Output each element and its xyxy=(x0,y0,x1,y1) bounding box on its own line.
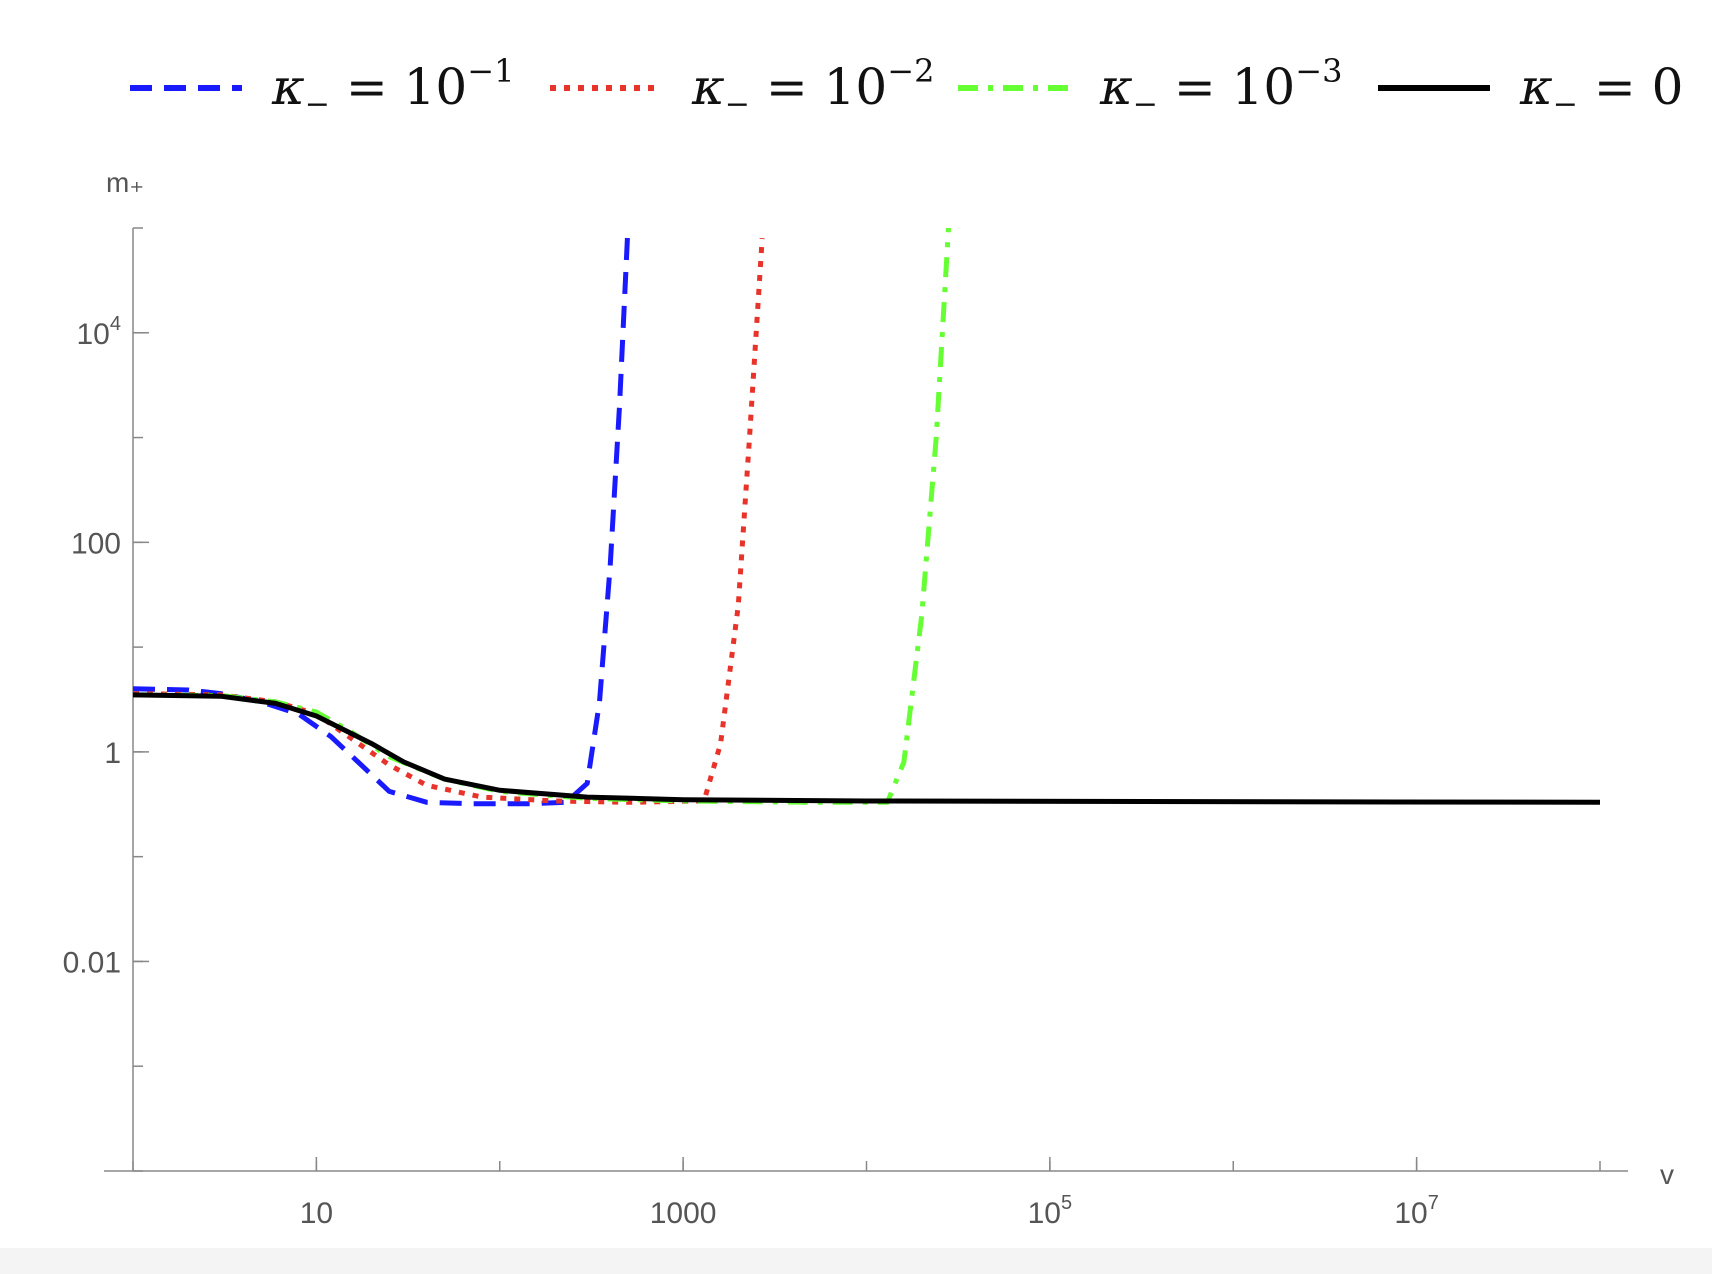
footer-bar xyxy=(0,1248,1712,1274)
series-group xyxy=(133,228,1601,807)
legend: κ− = 10−1 κ− = 10−2 κ− = 10−3 κ− = 0 xyxy=(130,52,1683,122)
x-tick-exp: 7 xyxy=(1428,1192,1439,1214)
y-tick-exp: 4 xyxy=(110,313,121,335)
legend-label-4: κ− = 0 xyxy=(1519,58,1683,122)
y-axis-title: m₊ xyxy=(106,167,144,198)
x-tick-label: 1000 xyxy=(650,1197,717,1230)
y-tick-base: 0.01 xyxy=(63,946,121,979)
legend-label-3: κ− = 10−3 xyxy=(1099,52,1342,122)
series-line-4 xyxy=(133,692,1601,805)
y-tick-label: 100 xyxy=(71,527,121,560)
series-line-3 xyxy=(133,228,951,805)
x-tick-exp: 5 xyxy=(1061,1192,1072,1214)
series-line-2 xyxy=(133,238,765,805)
x-tick-label: 10 xyxy=(300,1197,333,1230)
x-tick-base: 10 xyxy=(1028,1197,1061,1230)
minor-ticks xyxy=(132,227,1601,1172)
x-tick-base: 10 xyxy=(1394,1197,1427,1230)
series-line-1 xyxy=(133,228,631,807)
y-tick-base: 10 xyxy=(77,318,110,351)
y-tick-label: 104 xyxy=(77,313,122,351)
x-tick-label: 105 xyxy=(1028,1192,1073,1230)
y-tick-label: 0.01 xyxy=(63,946,121,979)
legend-label-2: κ− = 10−2 xyxy=(691,52,934,122)
x-axis-title: v xyxy=(1660,1159,1674,1190)
x-tick-base: 10 xyxy=(300,1197,333,1230)
x-tick-base: 1000 xyxy=(650,1197,717,1230)
y-tick-base: 100 xyxy=(71,527,121,560)
axes: m₊ v xyxy=(104,167,1674,1190)
y-tick-base: 1 xyxy=(104,737,121,770)
legend-label-1: κ− = 10−1 xyxy=(271,52,514,122)
x-tick-label: 107 xyxy=(1394,1192,1439,1230)
y-tick-label: 1 xyxy=(104,737,121,770)
